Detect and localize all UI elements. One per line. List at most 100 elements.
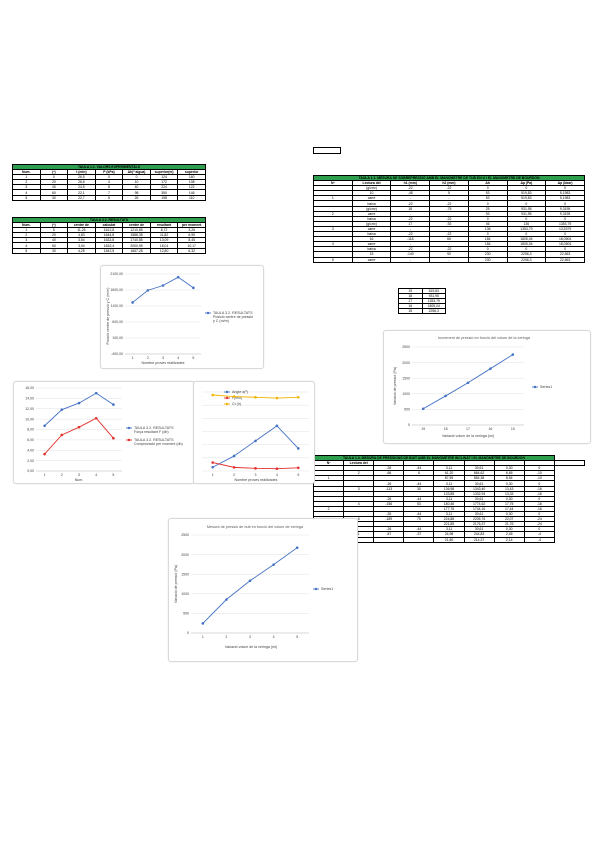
table-row: -26 -44 3,11 30,61 0,30 0	[312, 511, 585, 518]
data-point	[43, 452, 46, 456]
legend-label-line2: Força resultant F (db)	[134, 430, 169, 434]
x-axis-title: Variació volum de la xeringa (ml)	[225, 645, 277, 649]
data-point	[211, 461, 214, 464]
y-tick-label: 2100,00	[110, 272, 123, 276]
y-tick-label: 6,00	[27, 438, 34, 442]
cell[interactable]: 30	[39, 247, 69, 254]
legend-label: Angle α(º)	[232, 390, 248, 394]
data-point	[77, 401, 81, 405]
cell[interactable]: 4,25	[67, 247, 96, 254]
cell[interactable]: -	[390, 256, 431, 263]
cell[interactable]: 5	[12, 247, 41, 254]
series-line	[44, 417, 114, 455]
cell[interactable]: 198	[149, 194, 179, 201]
cell[interactable]: 15	[398, 308, 423, 315]
x-tick-label: 4	[177, 356, 179, 360]
cell[interactable]: 22,7	[67, 194, 96, 201]
y-tick-label: 12,00	[25, 407, 34, 411]
series-line	[202, 547, 298, 624]
x-tick-label: 3	[78, 473, 80, 477]
chart-forca-resultant[interactable]: 16,00 14,00 12,00 10,00 8,00 6,00 4,00 2,00 0,00…	[13, 381, 195, 484]
x-tick-label: 2	[61, 473, 63, 477]
x-tick-label: 3	[255, 473, 257, 477]
table-valors-experimentals: TAULA 1.1. VALORS EXPERIMENTALS Num. (º) t …	[12, 163, 206, 201]
x-tick-label: 1	[132, 356, 134, 360]
y-tick-label: 0	[187, 631, 189, 635]
y-tick-label: -400,00	[111, 352, 123, 356]
chart-increment-pressio[interactable]: Increment de pressió en funció del volum…	[383, 330, 591, 444]
x-tick-label: 16	[488, 427, 492, 431]
cell[interactable]: 230	[467, 256, 508, 263]
table-row: 5 carre - -230 2256,3 22,563	[313, 256, 585, 263]
data-point	[211, 465, 214, 469]
cell[interactable]: 21,80	[433, 536, 465, 543]
cell[interactable]: 2256,3	[506, 256, 547, 263]
data-point	[248, 579, 252, 583]
x-tick-label: 2	[225, 635, 227, 639]
chart-title: Mesura de pressió de buit en funció del …	[207, 525, 304, 529]
name-box[interactable]	[313, 147, 341, 154]
y-tick-label: 2500	[181, 533, 189, 537]
header-cell[interactable]	[553, 460, 586, 467]
cell[interactable]: 30	[39, 194, 69, 201]
data-point	[146, 289, 150, 292]
chart-angle-temps[interactable]: 1 2 3 4 5 Angle α(º) t (min) Ct (h) Nombre prove…	[193, 381, 315, 484]
cell[interactable]	[373, 536, 405, 543]
cell[interactable]: 26	[122, 194, 151, 201]
series-line	[44, 392, 114, 427]
data-point	[421, 407, 425, 411]
y-tick-label: 1000	[402, 392, 410, 396]
cell[interactable]: 110	[177, 194, 206, 201]
x-tick-label: 5	[296, 635, 298, 639]
chart-centre-pressio-svg: 2100,00 1600,00 1100,00 600,00 100,00 -400,00…	[106, 272, 253, 365]
cell[interactable]: 5	[313, 256, 353, 263]
data-point	[77, 425, 81, 429]
x-tick-label: 2	[147, 356, 149, 360]
legend-marker	[533, 385, 537, 389]
chart-pressio-buit[interactable]: Mesura de pressió de buit en funció del …	[168, 518, 358, 662]
table-resultats: TAULA 3.2. RESULTATS Num. (º) centre de calc…	[12, 216, 206, 254]
y-tick-label: 1500	[402, 376, 410, 380]
legend-marker	[225, 396, 229, 400]
cell[interactable]: 2,14	[493, 536, 525, 543]
y-tick-label: 0,00	[27, 469, 34, 473]
data-point	[176, 275, 180, 279]
y-tick-label: 2500	[402, 345, 410, 349]
cell[interactable]: 1667,28	[122, 247, 151, 254]
data-point	[60, 408, 64, 411]
chart-centre-pressio[interactable]: 2100,00 1600,00 1100,00 600,00 100,00 -400,00…	[100, 265, 264, 369]
x-axis-title: Num.	[75, 478, 84, 482]
data-point	[60, 433, 64, 437]
x-tick-label: 5	[112, 473, 114, 477]
legend-marker	[225, 402, 229, 406]
cell[interactable]: 2256,3	[421, 308, 446, 315]
data-point	[211, 393, 214, 397]
data-point	[511, 353, 515, 356]
cell[interactable]: -	[429, 256, 469, 263]
cell[interactable]: -4	[523, 536, 555, 543]
table-row: 5 30 4,25 1542,5 1667,28 12,80 6,32	[12, 247, 206, 254]
y-tick-label: 8,00	[27, 428, 34, 432]
legend-marker	[206, 311, 210, 315]
cell[interactable]: 22,563	[545, 256, 585, 263]
data-point	[232, 454, 236, 458]
cell[interactable]: carre	[351, 256, 392, 263]
cell[interactable]: 5	[94, 194, 124, 201]
legend-label: TAULA 3.2. RESULTATS	[134, 438, 174, 442]
legend-label: t (min)	[232, 396, 242, 400]
cell[interactable]: 5	[12, 194, 41, 201]
x-tick-label: 5	[192, 356, 194, 360]
legend-label: Series1	[321, 587, 333, 591]
y-axis-title: Variació de pressió (Pa)	[393, 367, 397, 405]
cell[interactable]	[403, 536, 435, 543]
cell[interactable]: 6,32	[177, 247, 206, 254]
legend-label: Series1	[540, 385, 552, 389]
cell[interactable]: 214,37	[463, 536, 495, 543]
table-title: TAULA 1.3. MESURA DE PRESSIONS DE BUIT A…	[313, 454, 555, 462]
cell[interactable]: 1542,5	[94, 247, 124, 254]
chart-angle-temps-svg: 1 2 3 4 5 Angle α(º) t (min) Ct (h) Nombre prove…	[202, 390, 309, 482]
cell[interactable]: 12,80	[149, 247, 179, 254]
header-cell[interactable]: per moment	[177, 222, 206, 229]
data-point	[43, 424, 46, 428]
y-tick-label: 1600,00	[110, 288, 123, 292]
